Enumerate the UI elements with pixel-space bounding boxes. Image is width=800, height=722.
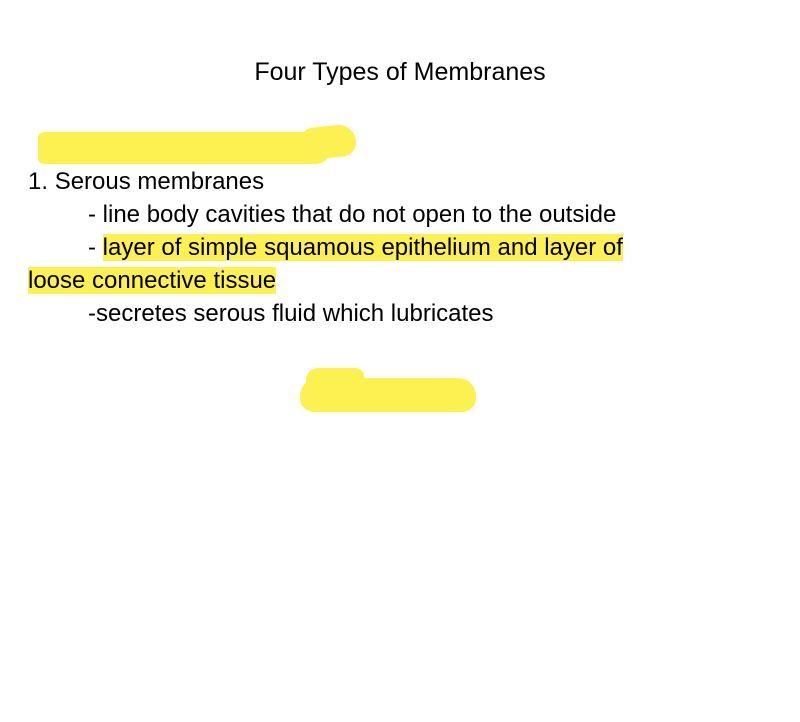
bullet-2-line2: loose connective tissue: [28, 264, 772, 297]
bullet-1: - line body cavities that do not open to…: [28, 198, 772, 231]
body-text: 1. Serous membranes - line body cavities…: [28, 165, 772, 330]
bullet-2-line1: - layer of simple squamous epithelium an…: [28, 231, 772, 264]
page-title: Four Types of Membranes: [0, 58, 800, 87]
list-item-heading: 1. Serous membranes: [28, 165, 772, 198]
item-name: Serous membranes: [55, 168, 264, 195]
floating-highlight-bump: [306, 368, 364, 390]
heading-highlight-tail: [298, 123, 357, 161]
heading-highlight-main: [38, 132, 330, 164]
bullet-1-text: line body cavities that do not open to t…: [103, 201, 617, 228]
bullet-3: -secretes serous fluid which lubricates: [28, 297, 772, 330]
bullet-2-cont-hl: loose connective tissue: [28, 267, 276, 294]
bullet-2-prefix: -: [88, 234, 103, 261]
bullet-3-prefix: -: [88, 300, 96, 327]
bullet-1-prefix: -: [88, 201, 103, 228]
page: Four Types of Membranes 1. Serous membra…: [0, 0, 800, 722]
bullet-2-text-hl: layer of simple squamous epithelium and …: [103, 234, 623, 261]
bullet-3-text: secretes serous fluid which lubricates: [96, 300, 494, 327]
item-number: 1.: [28, 168, 48, 195]
